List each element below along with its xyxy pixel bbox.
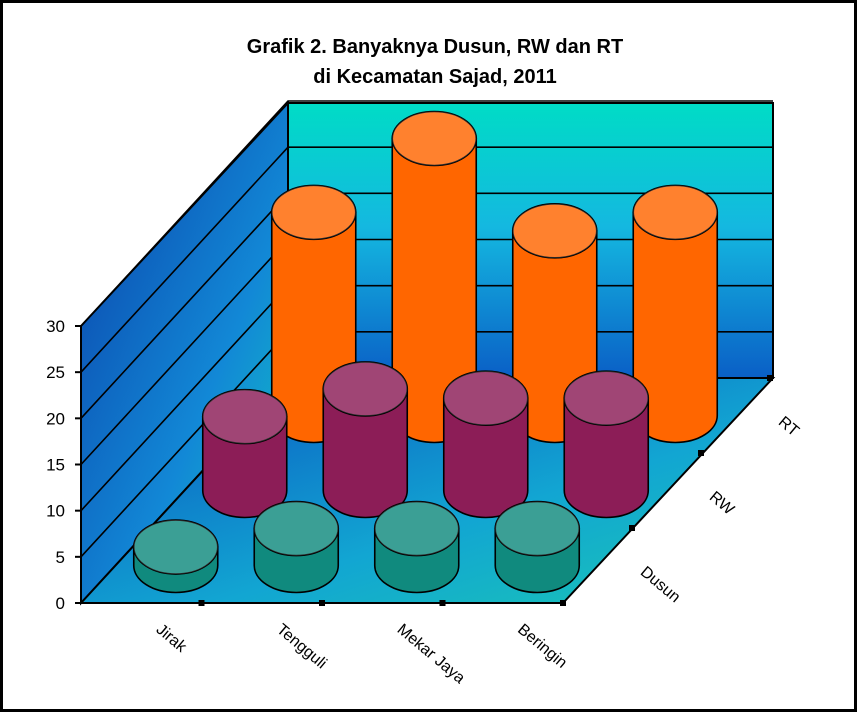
x-tick-label: Beringin bbox=[514, 621, 570, 672]
bar-rw-jirak bbox=[201, 388, 288, 519]
bar-top-highlight bbox=[633, 185, 718, 240]
x-tick-label: Jirak bbox=[153, 621, 191, 656]
bar-top bbox=[494, 500, 581, 557]
bar-top bbox=[201, 388, 288, 445]
bar-body bbox=[563, 397, 650, 519]
bar-rw-beringin bbox=[563, 370, 650, 519]
chart-title: Grafik 2. Banyaknya Dusun, RW dan RT bbox=[247, 36, 623, 58]
y-tick-label: 30 bbox=[46, 317, 65, 336]
z-tick-mark bbox=[698, 450, 704, 456]
y-tick-label: 0 bbox=[56, 594, 65, 613]
x-tick-mark bbox=[198, 600, 205, 606]
y-tick-label: 15 bbox=[46, 456, 65, 475]
bar-top bbox=[322, 361, 409, 417]
bar-top bbox=[253, 500, 340, 557]
bar-body bbox=[322, 388, 409, 519]
chart-subtitle: di Kecamatan Sajad, 2011 bbox=[313, 66, 556, 88]
bar-body bbox=[201, 415, 288, 519]
y-tick-label: 20 bbox=[46, 409, 65, 428]
x-tick-mark bbox=[439, 600, 446, 606]
bar-top-highlight bbox=[133, 520, 218, 575]
x-tick-mark bbox=[319, 600, 325, 606]
gridline bbox=[80, 100, 773, 327]
series-label-dusun: Dusun bbox=[637, 564, 683, 607]
chart: Grafik 2. Banyaknya Dusun, RW dan RT di … bbox=[46, 36, 802, 687]
z-tick-mark bbox=[767, 375, 773, 381]
bar-dusun-jirak bbox=[132, 519, 219, 594]
bar-top bbox=[270, 184, 357, 241]
bar-top-highlight bbox=[512, 203, 597, 258]
bar-body bbox=[442, 397, 529, 519]
bar-top bbox=[563, 370, 650, 426]
bar-top bbox=[632, 184, 719, 241]
y-tick-label: 5 bbox=[56, 548, 65, 567]
x-tick-label: Mekar Jaya bbox=[394, 621, 468, 687]
bar-top-highlight bbox=[392, 111, 477, 166]
bar-top bbox=[132, 519, 219, 575]
bar-rw-mekar-jaya bbox=[442, 370, 529, 519]
bar-top bbox=[442, 370, 529, 426]
bar-dusun-tengguli bbox=[253, 500, 340, 594]
bar-top bbox=[373, 500, 460, 557]
series-label-rw: RW bbox=[706, 489, 738, 520]
bar-top-highlight bbox=[374, 501, 459, 556]
bar-rt-beringin bbox=[632, 184, 719, 444]
bar-top-highlight bbox=[202, 389, 287, 444]
bar-top-highlight bbox=[323, 361, 408, 416]
x-tick-label: Tengguli bbox=[273, 621, 330, 672]
bar-dusun-mekar-jaya bbox=[373, 500, 460, 594]
bar-top-highlight bbox=[254, 501, 339, 556]
series-label-rt: RT bbox=[775, 414, 802, 441]
gridline bbox=[80, 146, 773, 373]
bar-top-highlight bbox=[271, 185, 356, 240]
bar-rw-tengguli bbox=[322, 361, 409, 519]
bar-top bbox=[511, 203, 598, 259]
z-tick-mark bbox=[629, 525, 635, 531]
bar-top bbox=[391, 110, 478, 167]
bar-top-highlight bbox=[564, 371, 649, 426]
bar-top-highlight bbox=[495, 501, 580, 556]
bar-dusun-beringin bbox=[494, 500, 581, 594]
y-tick-label: 25 bbox=[46, 363, 65, 382]
bar-top-highlight bbox=[443, 371, 528, 426]
x-tick-mark bbox=[560, 600, 566, 606]
y-tick-label: 10 bbox=[46, 502, 65, 521]
